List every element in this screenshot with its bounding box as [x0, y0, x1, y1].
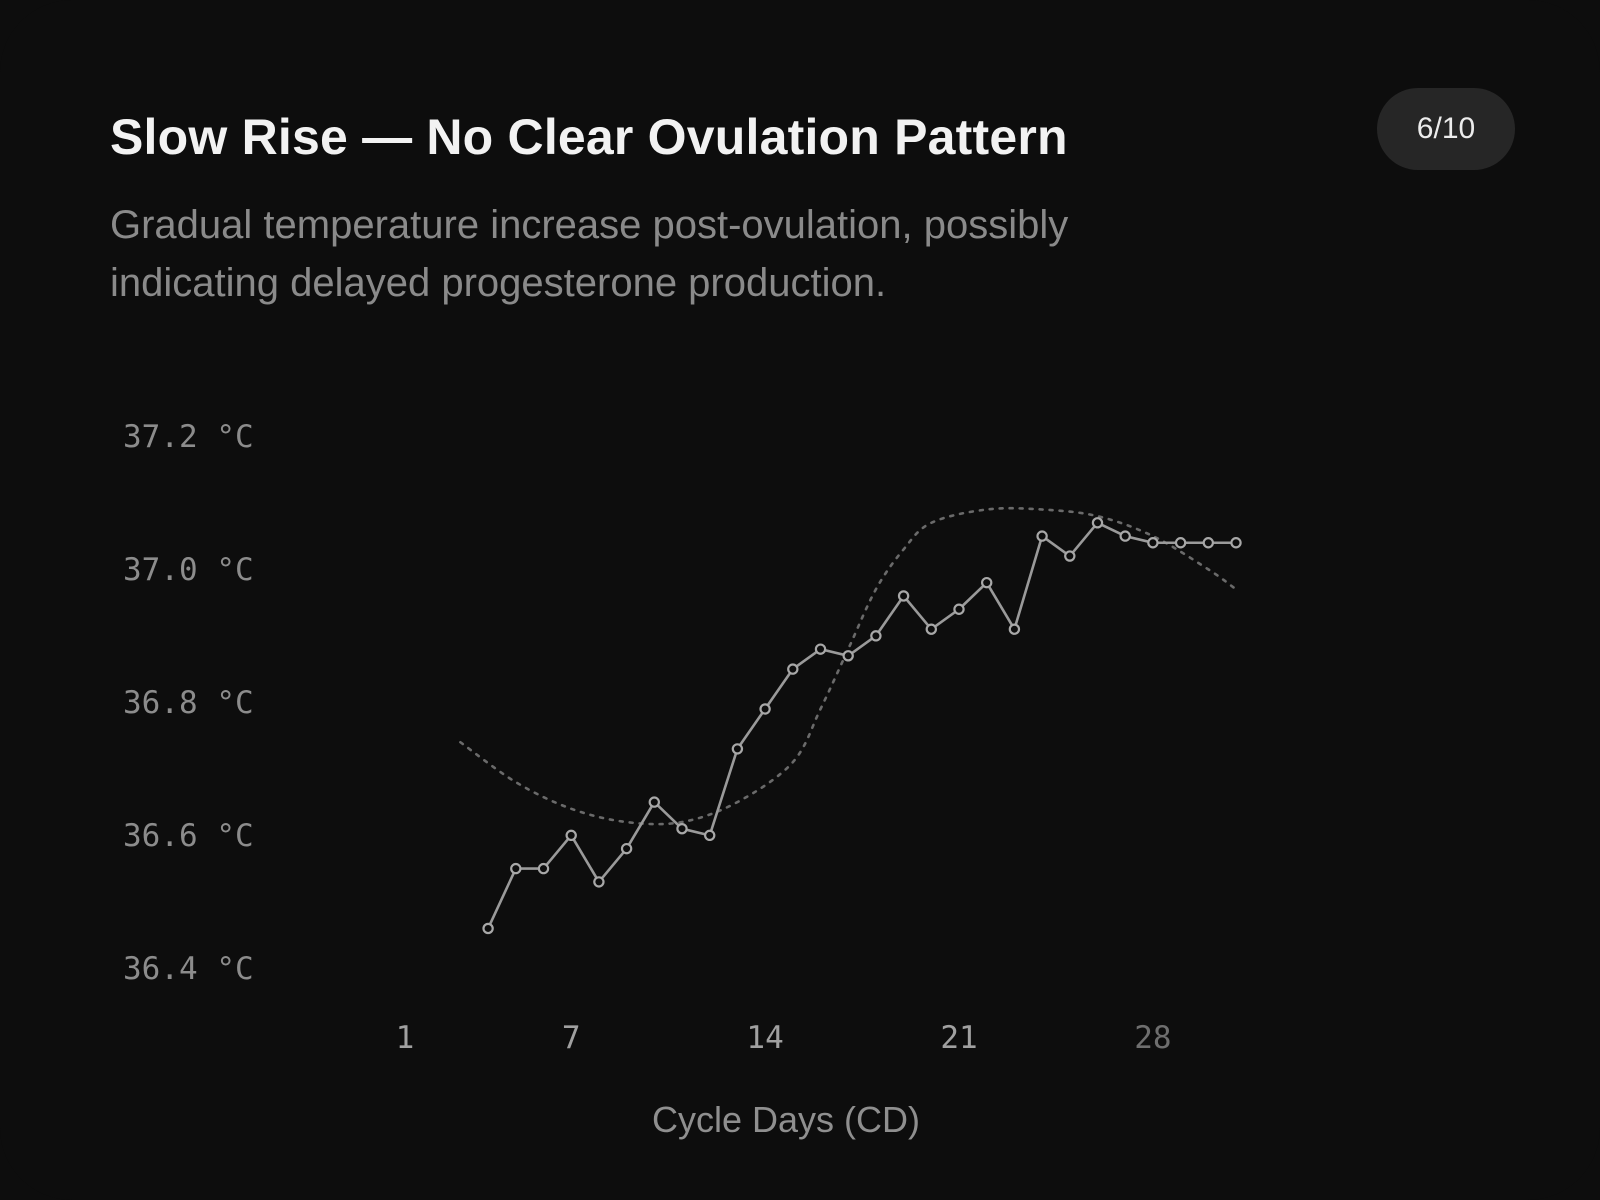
y-tick-label: 36.4 °C: [123, 951, 254, 987]
trend-line: [459, 506, 1238, 826]
page-counter-badge: 6/10: [1377, 88, 1515, 170]
data-point: [676, 823, 688, 835]
data-point: [1202, 537, 1215, 549]
data-point: [1174, 537, 1187, 549]
data-point: [620, 842, 633, 855]
series-line: [486, 521, 1236, 929]
temperature-series: [482, 517, 1242, 935]
data-point: [814, 643, 827, 655]
x-tick-label: 1: [396, 1020, 415, 1056]
trend-curve: [459, 506, 1238, 826]
data-point: [648, 796, 661, 808]
x-tick-label: 7: [562, 1020, 581, 1056]
x-axis-label: Cycle Days (CD): [652, 1099, 920, 1140]
data-point: [1091, 517, 1104, 529]
x-tick-label: 21: [940, 1020, 977, 1056]
data-point: [759, 703, 771, 715]
y-tick-label: 36.8 °C: [123, 685, 254, 721]
data-point: [731, 743, 744, 755]
data-point: [537, 862, 550, 875]
data-point: [1230, 537, 1242, 549]
data-point: [1119, 530, 1131, 542]
page-subtitle: Gradual temperature increase post-ovulat…: [110, 203, 1069, 305]
data-point: [953, 603, 965, 615]
data-point: [482, 922, 494, 935]
data-point: [981, 576, 993, 589]
data-point: [925, 623, 938, 635]
page-title: Slow Rise — No Clear Ovulation Pattern: [110, 109, 1068, 165]
data-point: [1036, 530, 1048, 542]
data-point: [704, 829, 716, 842]
y-tick-label: 36.6 °C: [123, 818, 254, 854]
data-point: [1147, 537, 1159, 549]
data-point: [870, 630, 882, 642]
data-point: [1008, 623, 1021, 635]
data-point: [510, 862, 522, 875]
data-point: [787, 663, 799, 675]
x-tick-label: 14: [746, 1020, 783, 1056]
y-axis-ticks: 37.2 °C 37.0 °C 36.8 °C 36.6 °C 36.4 °C: [123, 419, 254, 987]
x-tick-label: 28: [1134, 1020, 1171, 1056]
x-axis-ticks: 1 7 14 21 28: [396, 1020, 1172, 1056]
y-tick-label: 37.2 °C: [123, 419, 254, 455]
data-point: [1064, 550, 1076, 562]
data-point: [897, 590, 910, 602]
data-point: [842, 650, 854, 662]
y-tick-label: 37.0 °C: [123, 552, 254, 588]
data-point: [565, 829, 577, 842]
data-point: [593, 876, 605, 888]
